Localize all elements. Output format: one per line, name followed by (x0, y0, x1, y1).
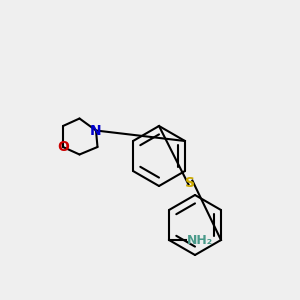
Text: N: N (90, 124, 102, 137)
Text: NH₂: NH₂ (187, 233, 213, 247)
Text: S: S (185, 176, 195, 190)
Text: O: O (57, 140, 69, 154)
